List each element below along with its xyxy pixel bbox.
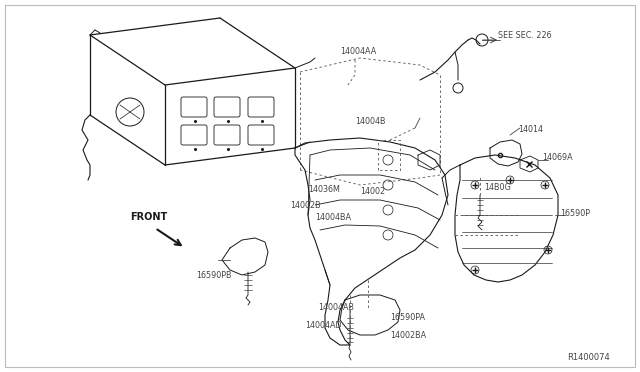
Text: 16590PB: 16590PB <box>196 270 232 279</box>
Text: 14036M: 14036M <box>308 186 340 195</box>
Text: 16590PA: 16590PA <box>390 314 425 323</box>
Text: 14004B: 14004B <box>355 118 385 126</box>
Text: R1400074: R1400074 <box>567 353 610 362</box>
Text: 14004AD: 14004AD <box>305 321 342 330</box>
Text: 14004AB: 14004AB <box>318 304 354 312</box>
Text: 14002BA: 14002BA <box>390 330 426 340</box>
Text: 14B0G: 14B0G <box>484 183 511 192</box>
Text: 14002: 14002 <box>360 187 385 196</box>
Text: 14004AA: 14004AA <box>340 48 376 57</box>
Text: FRONT: FRONT <box>130 212 167 222</box>
Text: 14004BA: 14004BA <box>315 214 351 222</box>
Text: 14069A: 14069A <box>542 154 573 163</box>
Text: 16590P: 16590P <box>560 208 590 218</box>
Text: 14014: 14014 <box>518 125 543 135</box>
Text: 14002B: 14002B <box>290 201 321 209</box>
Text: SEE SEC. 226: SEE SEC. 226 <box>498 32 552 41</box>
